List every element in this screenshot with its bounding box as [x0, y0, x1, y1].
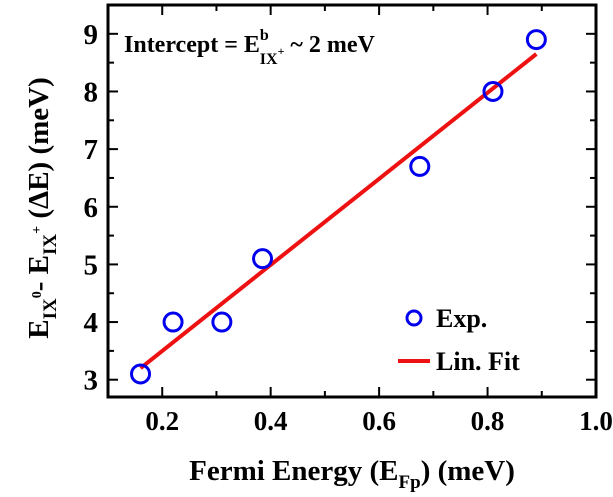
data-point — [162, 311, 184, 333]
point-layer — [130, 29, 547, 385]
y-tick-label: 8 — [84, 76, 99, 108]
plot-frame — [106, 3, 598, 399]
legend-label-fit: Lin. Fit — [436, 347, 520, 376]
data-point — [482, 80, 504, 102]
intercept-annotation: Intercept = Eb IX+ ~ 2 meV — [124, 27, 376, 68]
y-tick-label: 3 — [84, 365, 99, 397]
x-tick-label: 0.2 — [145, 406, 179, 436]
axis-ticks: 0.2 0.4 0.6 0.8 1.0 3 4 5 6 7 8 9 — [84, 5, 613, 436]
fit-line — [139, 52, 538, 370]
data-point — [525, 29, 547, 51]
y-tick-label: 6 — [84, 192, 99, 224]
x-axis-label: Fermi Energy (EFp) (meV) — [189, 455, 515, 493]
x-tick-label: 0.6 — [362, 406, 396, 436]
x-tick-label: 0.4 — [254, 406, 288, 436]
y-tick-label: 7 — [84, 134, 99, 166]
x-tick-label: 0.8 — [471, 406, 505, 436]
fit-layer — [139, 52, 538, 370]
data-point — [130, 363, 152, 385]
y-tick-label: 5 — [84, 249, 99, 281]
legend-label-exp: Exp. — [436, 304, 487, 333]
data-point — [409, 155, 431, 177]
legend-marker-exp — [405, 309, 423, 327]
y-tick-label: 9 — [84, 19, 99, 51]
legend: Exp. Lin. Fit — [398, 304, 520, 376]
y-axis-label: EIX0- EIX+ (ΔE) (meV) — [23, 77, 61, 338]
y-tick-label: 4 — [84, 307, 99, 339]
data-point — [252, 248, 274, 270]
data-point — [211, 311, 233, 333]
x-tick-label: 1.0 — [579, 406, 613, 436]
